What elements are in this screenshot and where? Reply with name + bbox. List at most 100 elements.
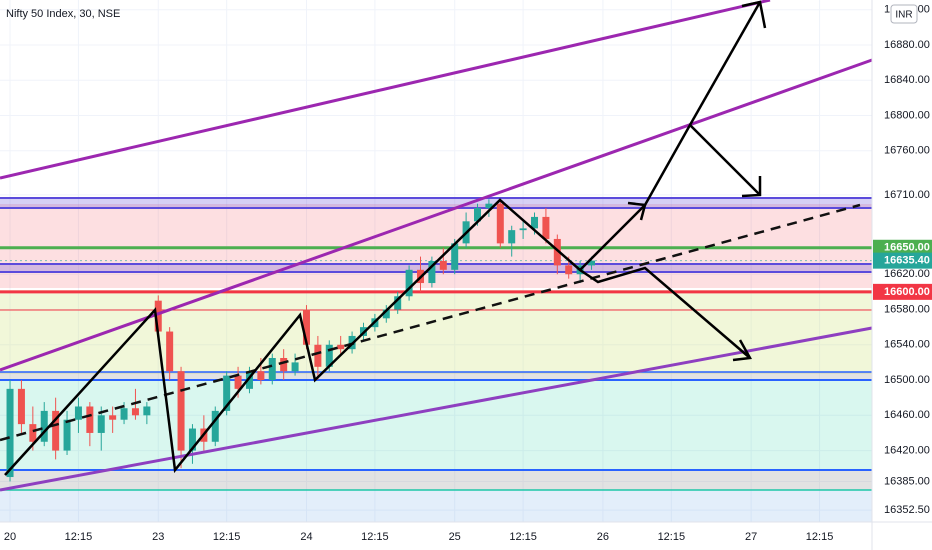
y-tick-label: 16352.50 (884, 504, 930, 516)
zone (0, 204, 872, 288)
currency[interactable]: INR (895, 10, 912, 21)
band (0, 264, 872, 272)
candle-body (280, 357, 288, 372)
candle-body (257, 371, 265, 381)
price-badge (873, 283, 932, 300)
x-tick-label: 20 (4, 531, 16, 543)
candle-body (166, 331, 174, 372)
arrow (688, 1, 762, 126)
x-tick-label: 12:15 (361, 531, 389, 543)
x-tick-label: 12:15 (658, 531, 686, 543)
candle-body (97, 415, 105, 433)
channel-line (0, 58, 873, 372)
zone (0, 290, 872, 374)
y-tick-label: 16880.00 (884, 39, 930, 51)
candle-body (496, 203, 504, 244)
candle-body (6, 388, 14, 478)
candle-body (553, 238, 561, 266)
candle-body (439, 261, 447, 270)
y-tick-label: 16500.00 (884, 374, 930, 386)
arrow-head (732, 339, 752, 362)
channel-line (0, 0, 771, 180)
candle-body (302, 309, 310, 345)
candle-body (86, 406, 94, 433)
candle-body (109, 415, 117, 420)
x-tick-label: 26 (597, 531, 609, 543)
currency-badge[interactable] (890, 4, 918, 24)
x-tick-label: 27 (745, 531, 757, 543)
dashed-trend (0, 203, 861, 442)
candle-body (485, 203, 493, 209)
candle-body (314, 344, 322, 367)
y-tick-label: 16800.00 (884, 109, 930, 121)
candle-body (143, 406, 151, 416)
x-tick-label: 23 (152, 531, 164, 543)
y-tick-label: 16540.00 (884, 339, 930, 351)
candle-body (154, 300, 162, 332)
candle-body (74, 406, 82, 420)
x-tick-label: 12:15 (65, 531, 93, 543)
candle-body (120, 408, 128, 420)
arrow-head (741, 0, 767, 29)
y-tick-label: 16580.00 (884, 303, 930, 315)
chart-title: Nifty 50 Index, 30, NSE (6, 8, 120, 20)
x-tick-label: 12:15 (213, 531, 241, 543)
band (0, 198, 872, 208)
candle-body (291, 362, 299, 372)
candle-body (474, 208, 482, 222)
candle-body (268, 357, 276, 381)
candle-body (17, 388, 25, 425)
candle-body (588, 260, 596, 266)
y-tick-label: 16620.00 (884, 268, 930, 280)
y-tick-label: 16710.00 (884, 189, 930, 201)
arrow-head (741, 176, 762, 198)
price-badge-label: 16600.00 (884, 286, 930, 298)
x-tick-label: 12:15 (806, 531, 834, 543)
time-axis (0, 522, 872, 550)
zigzag-path (4, 198, 751, 476)
x-tick-label: 25 (449, 531, 461, 543)
candle-body (40, 410, 48, 442)
candle-body (188, 428, 196, 451)
candle-body (451, 243, 459, 270)
candle-body (234, 375, 242, 389)
price-axis (872, 0, 932, 550)
band (0, 372, 872, 380)
candle-body (52, 410, 60, 451)
zone (0, 380, 872, 470)
zone (0, 490, 872, 522)
candle-body (542, 216, 550, 239)
y-tick-label: 16460.00 (884, 409, 930, 421)
y-tick-label: 16385.00 (884, 475, 930, 487)
price-badge (873, 252, 932, 269)
y-tick-label: 16760.00 (884, 145, 930, 157)
y-tick-label: 16840.00 (884, 74, 930, 86)
candle-body (211, 410, 219, 442)
candle-body (394, 296, 402, 310)
axis-labels: 16920.0016880.0016840.0016800.0016760.00… (4, 4, 932, 543)
candle-body (428, 261, 436, 284)
candle-body (382, 309, 390, 319)
x-tick-label: 24 (300, 531, 312, 543)
candle-body (508, 230, 516, 244)
band (0, 470, 872, 490)
arrow (579, 204, 646, 271)
channel-line (0, 326, 873, 492)
candle-body (325, 344, 333, 367)
y-tick-label: 16420.00 (884, 444, 930, 456)
candle-body (223, 375, 231, 411)
price-badge-label: 16650.00 (884, 242, 930, 254)
candle-body (63, 419, 71, 451)
candle-body (29, 424, 37, 442)
drawings (0, 0, 873, 492)
candle-body (519, 228, 527, 231)
candle-body (245, 371, 253, 389)
candle-body (337, 344, 345, 350)
candle-body (565, 265, 573, 275)
x-tick-label: 12:15 (509, 531, 537, 543)
price-badge (873, 239, 932, 256)
candle-body (131, 408, 139, 416)
